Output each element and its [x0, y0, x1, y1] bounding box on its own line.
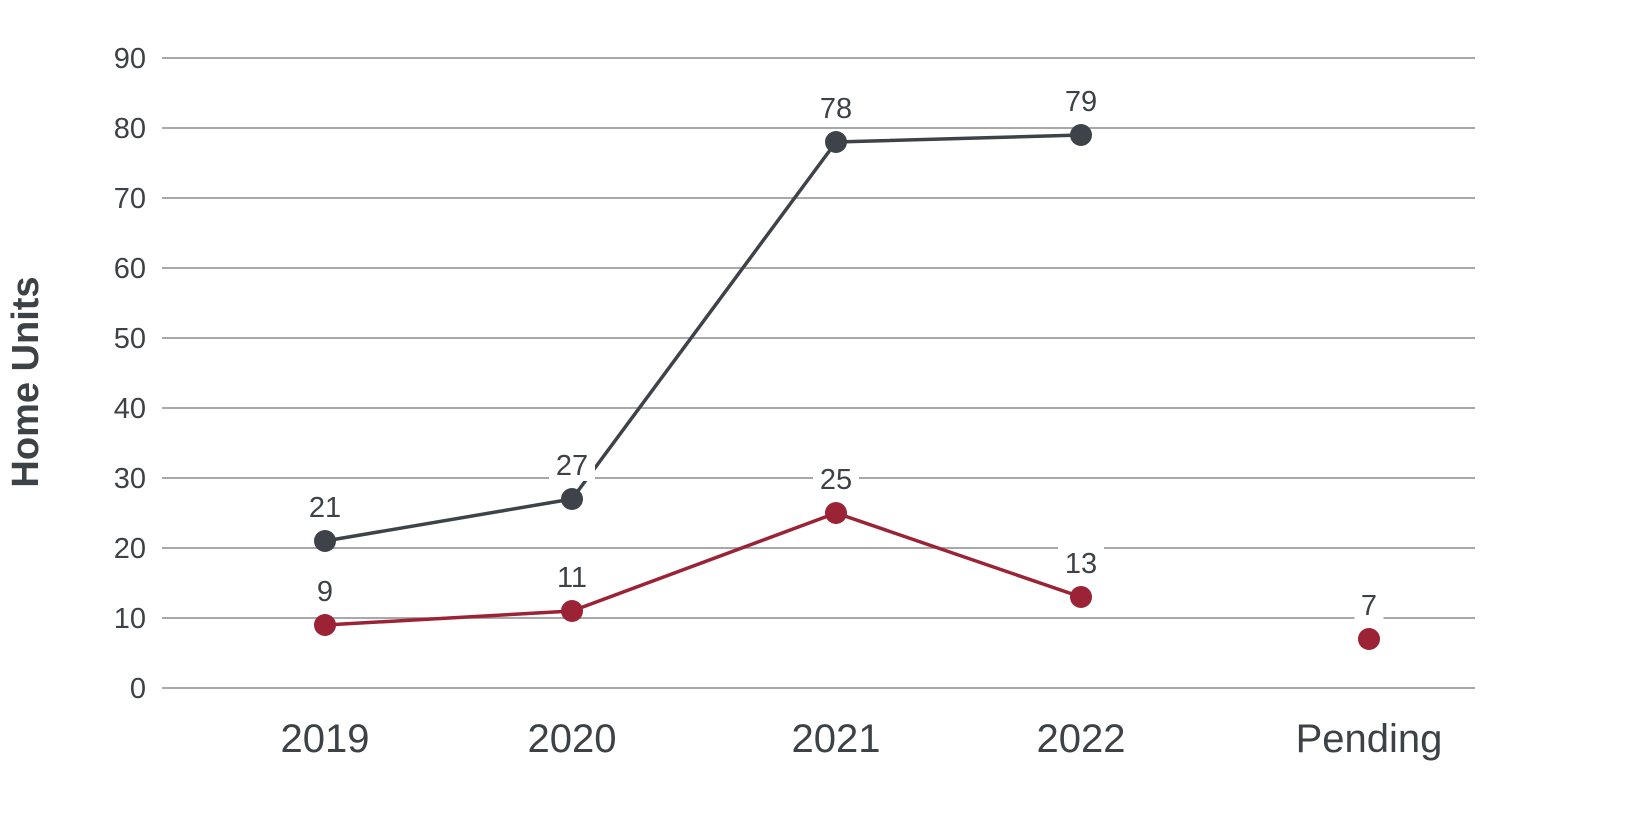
x-axis-ticks: 2019 2020 2021 2022 Pending	[281, 717, 1443, 761]
data-label: 27	[556, 450, 588, 482]
y-tick-label: 0	[130, 673, 146, 705]
y-tick-label: 80	[114, 113, 146, 145]
grid-lines	[162, 57, 1475, 689]
series-line	[324, 511, 1082, 627]
data-point	[1358, 628, 1380, 650]
x-tick-label: 2019	[281, 717, 370, 761]
y-tick-label: 90	[114, 43, 146, 75]
data-label-bg	[1058, 547, 1104, 579]
data-label-bg	[549, 449, 595, 481]
data-label: 7	[1361, 590, 1377, 622]
data-label: 79	[1065, 86, 1097, 118]
data-label: 25	[820, 464, 852, 496]
data-label: 78	[820, 93, 852, 125]
data-point	[561, 600, 583, 622]
y-tick-label: 50	[114, 323, 146, 355]
data-label-bg	[813, 92, 859, 124]
data-label-bg	[1058, 85, 1104, 117]
data-label-bg	[310, 575, 340, 607]
data-point	[561, 488, 583, 510]
y-axis-ticks: 0 10 20 30 40 50 60 70 80 90	[114, 43, 146, 705]
y-axis-label: Home Units	[5, 276, 47, 487]
data-point	[314, 614, 336, 636]
data-labels: 21 27 78 79 9 11 25 13 7	[302, 85, 1384, 622]
data-label-bg	[813, 463, 859, 495]
data-label: 11	[557, 562, 587, 594]
y-tick-label: 20	[114, 533, 146, 565]
data-label: 9	[317, 576, 333, 608]
x-tick-label: 2022	[1037, 717, 1126, 761]
y-tick-label: 40	[114, 393, 146, 425]
data-point	[314, 530, 336, 552]
y-tick-label: 70	[114, 183, 146, 215]
x-tick-label: 2020	[528, 717, 617, 761]
data-point	[1070, 586, 1092, 608]
data-label-bg	[302, 491, 348, 523]
data-label-bg	[1354, 589, 1384, 621]
data-label: 13	[1065, 548, 1097, 580]
data-point	[825, 502, 847, 524]
data-point	[825, 131, 847, 153]
y-tick-label: 60	[114, 253, 146, 285]
series-lines	[314, 124, 1380, 650]
y-tick-label: 30	[114, 463, 146, 495]
y-tick-label: 10	[114, 603, 146, 635]
data-label-bg	[549, 561, 595, 593]
series-line	[324, 133, 1082, 543]
data-label: 21	[309, 492, 341, 524]
x-tick-label: 2021	[792, 717, 881, 761]
x-tick-label: Pending	[1296, 717, 1443, 761]
data-point	[1070, 124, 1092, 146]
